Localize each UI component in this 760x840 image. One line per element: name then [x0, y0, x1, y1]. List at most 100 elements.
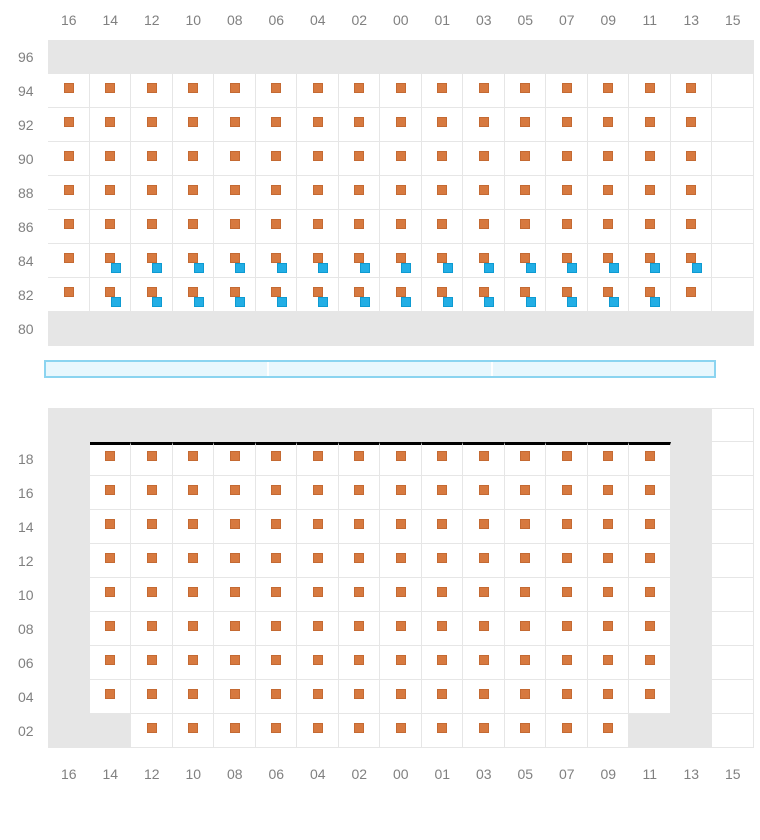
seat[interactable] [105, 83, 115, 93]
seat[interactable] [147, 253, 157, 263]
seat[interactable] [147, 485, 157, 495]
seat[interactable] [105, 519, 115, 529]
seat[interactable] [686, 253, 696, 263]
seat[interactable] [147, 117, 157, 127]
seat[interactable] [645, 553, 655, 563]
seat[interactable] [313, 553, 323, 563]
seat[interactable] [645, 287, 655, 297]
seat[interactable] [230, 185, 240, 195]
seat[interactable] [313, 519, 323, 529]
seat[interactable] [230, 451, 240, 461]
seat[interactable] [313, 621, 323, 631]
seat[interactable] [520, 287, 530, 297]
seat[interactable] [437, 151, 447, 161]
seat[interactable] [105, 185, 115, 195]
seat[interactable] [396, 485, 406, 495]
seat[interactable] [645, 621, 655, 631]
seat[interactable] [437, 253, 447, 263]
seat[interactable] [437, 485, 447, 495]
seat[interactable] [520, 519, 530, 529]
seat[interactable] [479, 219, 489, 229]
seat[interactable] [188, 185, 198, 195]
seat[interactable] [562, 553, 572, 563]
seat[interactable] [562, 185, 572, 195]
seat[interactable] [64, 151, 74, 161]
seat[interactable] [313, 451, 323, 461]
seat[interactable] [520, 219, 530, 229]
seat[interactable] [313, 253, 323, 263]
seat[interactable] [354, 219, 364, 229]
seat[interactable] [230, 83, 240, 93]
seat[interactable] [562, 83, 572, 93]
seat[interactable] [479, 83, 489, 93]
seat[interactable] [277, 263, 287, 273]
seat[interactable] [147, 723, 157, 733]
seat[interactable] [562, 117, 572, 127]
seat[interactable] [396, 185, 406, 195]
seat[interactable] [437, 287, 447, 297]
seat[interactable] [147, 287, 157, 297]
seat[interactable] [401, 263, 411, 273]
seat[interactable] [396, 287, 406, 297]
seat[interactable] [105, 219, 115, 229]
seat[interactable] [645, 689, 655, 699]
seat[interactable] [313, 485, 323, 495]
seat[interactable] [603, 83, 613, 93]
seat[interactable] [354, 723, 364, 733]
seat[interactable] [188, 287, 198, 297]
seat[interactable] [650, 263, 660, 273]
seat[interactable] [64, 185, 74, 195]
seat[interactable] [313, 83, 323, 93]
seat[interactable] [64, 117, 74, 127]
seat[interactable] [230, 219, 240, 229]
seat[interactable] [603, 587, 613, 597]
seat[interactable] [235, 297, 245, 307]
seat[interactable] [277, 297, 287, 307]
seat[interactable] [230, 519, 240, 529]
seat[interactable] [479, 723, 489, 733]
seat[interactable] [562, 253, 572, 263]
seat[interactable] [562, 519, 572, 529]
seat[interactable] [603, 689, 613, 699]
seat[interactable] [188, 553, 198, 563]
seat[interactable] [188, 253, 198, 263]
seat[interactable] [354, 485, 364, 495]
seat[interactable] [396, 587, 406, 597]
seat[interactable] [437, 83, 447, 93]
seat[interactable] [609, 297, 619, 307]
seat[interactable] [562, 587, 572, 597]
seat[interactable] [271, 553, 281, 563]
seat[interactable] [479, 519, 489, 529]
seat[interactable] [520, 83, 530, 93]
seat[interactable] [230, 655, 240, 665]
seat[interactable] [147, 185, 157, 195]
seat[interactable] [105, 451, 115, 461]
seat[interactable] [354, 587, 364, 597]
seat[interactable] [567, 297, 577, 307]
seat[interactable] [603, 485, 613, 495]
seat[interactable] [188, 621, 198, 631]
seat[interactable] [479, 185, 489, 195]
seat[interactable] [354, 689, 364, 699]
seat[interactable] [645, 185, 655, 195]
seat[interactable] [64, 83, 74, 93]
seat[interactable] [437, 553, 447, 563]
seat[interactable] [105, 117, 115, 127]
seat[interactable] [230, 553, 240, 563]
seat[interactable] [396, 83, 406, 93]
seat[interactable] [686, 287, 696, 297]
seat[interactable] [396, 117, 406, 127]
seat[interactable] [271, 519, 281, 529]
seat[interactable] [479, 587, 489, 597]
seat[interactable] [520, 117, 530, 127]
seat[interactable] [609, 263, 619, 273]
seat[interactable] [396, 723, 406, 733]
seat[interactable] [396, 553, 406, 563]
seat[interactable] [526, 297, 536, 307]
seat[interactable] [443, 263, 453, 273]
seat[interactable] [603, 151, 613, 161]
seat[interactable] [188, 451, 198, 461]
seat[interactable] [64, 253, 74, 263]
seat[interactable] [479, 117, 489, 127]
seat[interactable] [271, 219, 281, 229]
